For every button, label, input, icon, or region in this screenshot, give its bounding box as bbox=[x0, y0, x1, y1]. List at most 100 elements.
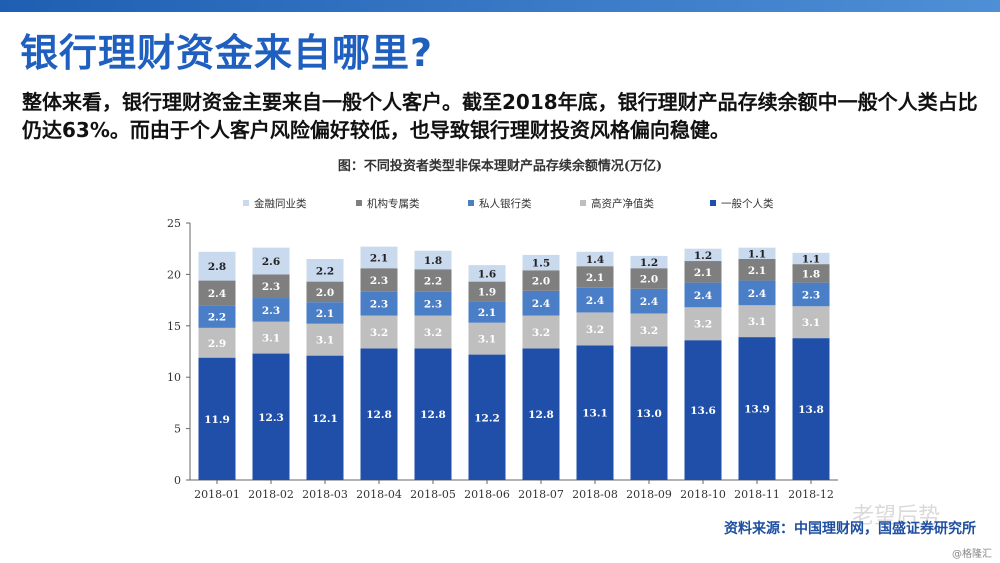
bar-segment bbox=[198, 280, 236, 306]
legend-swatch bbox=[243, 200, 249, 206]
bar-segment bbox=[306, 258, 344, 282]
bar-segment bbox=[522, 270, 560, 291]
data-label: 2.4 bbox=[208, 288, 226, 300]
bar-segment bbox=[306, 302, 344, 324]
data-label: 2.3 bbox=[262, 281, 280, 293]
bar-segment bbox=[576, 287, 614, 313]
legend-swatch bbox=[710, 200, 716, 206]
y-tick-label: 25 bbox=[167, 217, 181, 230]
x-tick-label: 2018-01 bbox=[194, 488, 240, 501]
data-label: 2.8 bbox=[208, 261, 226, 273]
data-label: 11.9 bbox=[204, 414, 230, 426]
bar-segment bbox=[360, 291, 398, 316]
bar-segment bbox=[468, 354, 506, 480]
bar-segment bbox=[468, 301, 506, 323]
chart-title: 图：不同投资者类型非保本理财产品存续余额情况(万亿) bbox=[337, 159, 663, 174]
data-label: 1.1 bbox=[802, 253, 820, 265]
data-label: 13.9 bbox=[744, 404, 770, 416]
data-label: 12.1 bbox=[312, 413, 338, 425]
bar-segment bbox=[306, 355, 344, 480]
bar-segment bbox=[630, 346, 668, 480]
legend-swatch bbox=[468, 200, 474, 206]
data-label: 2.4 bbox=[586, 295, 604, 307]
data-label: 2.1 bbox=[478, 307, 496, 319]
bar-segment bbox=[252, 321, 290, 354]
bar-segment bbox=[738, 258, 776, 281]
bar-segment bbox=[468, 281, 506, 302]
data-label: 2.3 bbox=[262, 305, 280, 317]
bar-segment bbox=[630, 268, 668, 289]
watermark: 老望后势 bbox=[851, 504, 940, 529]
y-tick-label: 15 bbox=[167, 320, 181, 333]
x-tick-label: 2018-12 bbox=[788, 488, 834, 501]
bar-segment bbox=[792, 338, 830, 480]
data-label: 2.1 bbox=[586, 272, 604, 284]
data-label: 13.1 bbox=[582, 408, 608, 420]
bar-segment bbox=[198, 251, 236, 281]
data-label: 13.0 bbox=[636, 408, 662, 420]
data-label: 3.2 bbox=[640, 325, 658, 337]
source-note: 资料来源：中国理财网，国盛证券研究所 bbox=[724, 521, 976, 537]
bar-segment bbox=[468, 322, 506, 355]
x-tick-label: 2018-11 bbox=[734, 488, 780, 501]
data-label: 2.4 bbox=[694, 290, 712, 302]
data-label: 2.0 bbox=[532, 276, 550, 288]
data-label: 2.6 bbox=[262, 256, 280, 268]
bar-segment bbox=[252, 247, 290, 275]
bar-segment bbox=[684, 282, 722, 308]
legend-label: 高资产净值类 bbox=[591, 197, 654, 210]
bar-segment bbox=[414, 291, 452, 316]
x-tick-label: 2018-03 bbox=[302, 488, 348, 501]
y-tick-label: 20 bbox=[167, 268, 181, 281]
intro-paragraph: 整体来看，银行理财资金主要来自一般个人客户。截至2018年底，银行理财产品存续余… bbox=[22, 90, 978, 142]
bar-segment bbox=[684, 340, 722, 480]
bar-segment bbox=[198, 357, 236, 480]
x-tick-label: 2018-10 bbox=[680, 488, 726, 501]
data-label: 2.2 bbox=[316, 265, 334, 277]
x-tick-label: 2018-05 bbox=[410, 488, 456, 501]
legend-label: 机构专属类 bbox=[367, 197, 420, 210]
legend-swatch bbox=[580, 200, 586, 206]
data-label: 2.3 bbox=[370, 275, 388, 287]
bar-segment bbox=[198, 305, 236, 328]
top-accent-bar bbox=[0, 0, 1000, 12]
bar-segment bbox=[738, 337, 776, 480]
bar-segment bbox=[738, 247, 776, 259]
data-label: 3.2 bbox=[424, 327, 442, 339]
bar-segment bbox=[684, 248, 722, 262]
data-label: 1.4 bbox=[586, 254, 604, 266]
bar-segment bbox=[684, 261, 722, 283]
data-label: 1.2 bbox=[694, 250, 712, 262]
data-label: 3.1 bbox=[748, 316, 766, 328]
bar-segment bbox=[306, 323, 344, 356]
data-label: 2.0 bbox=[316, 287, 334, 299]
data-label: 1.5 bbox=[532, 258, 550, 270]
data-label: 1.8 bbox=[802, 268, 820, 280]
data-label: 12.8 bbox=[420, 409, 446, 421]
bar-segment bbox=[522, 315, 560, 349]
bar-segment bbox=[198, 327, 236, 358]
data-label: 1.9 bbox=[478, 286, 496, 298]
x-tick-label: 2018-08 bbox=[572, 488, 618, 501]
data-label: 3.2 bbox=[586, 324, 604, 336]
data-label: 1.8 bbox=[424, 255, 442, 267]
data-label: 13.6 bbox=[690, 405, 716, 417]
y-tick-label: 10 bbox=[167, 371, 181, 384]
data-label: 2.3 bbox=[424, 299, 442, 311]
y-tick-label: 0 bbox=[174, 474, 181, 487]
data-label: 2.2 bbox=[208, 312, 226, 324]
data-label: 2.1 bbox=[370, 252, 388, 264]
bar-segment bbox=[360, 268, 398, 292]
data-label: 12.2 bbox=[474, 412, 500, 424]
bar-segment bbox=[684, 307, 722, 341]
legend-label: 金融同业类 bbox=[254, 197, 307, 210]
data-label: 3.1 bbox=[316, 335, 334, 347]
bar-segment bbox=[306, 281, 344, 303]
bar-segment bbox=[576, 251, 614, 267]
data-label: 3.2 bbox=[370, 327, 388, 339]
data-label: 12.8 bbox=[366, 409, 392, 421]
data-label: 12.3 bbox=[258, 412, 284, 424]
legend-label: 一般个人类 bbox=[721, 197, 774, 210]
data-label: 3.2 bbox=[532, 327, 550, 339]
